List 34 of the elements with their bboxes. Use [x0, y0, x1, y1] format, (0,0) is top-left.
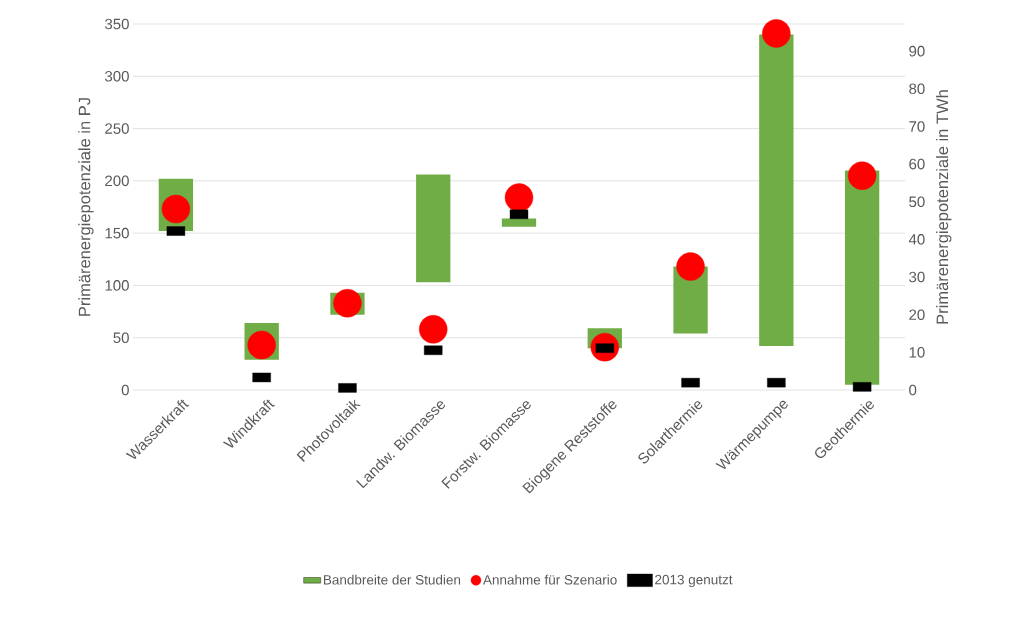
y2-tick-label: 40 [908, 234, 925, 245]
y-tick-label: 250 [105, 123, 129, 134]
point [504, 183, 534, 212]
point [762, 19, 791, 48]
y2-tick-label: 60 [909, 158, 925, 170]
y-tick-label: 100 [105, 280, 129, 291]
bar [759, 34, 794, 347]
point [419, 315, 448, 344]
bar [501, 218, 537, 227]
y2-tick-label: 30 [909, 271, 925, 283]
bar [844, 170, 880, 385]
y-tick-label: 300 [105, 70, 129, 82]
y-tick-label: 50 [113, 332, 129, 344]
point [676, 252, 705, 281]
y-tick-label: 200 [105, 175, 129, 187]
point [161, 194, 191, 224]
point [247, 330, 276, 360]
y2-axis-title: Primärenergiepotenziale in TWh [936, 90, 952, 324]
bar [416, 174, 451, 283]
y2-tick-label: 20 [909, 309, 925, 321]
y-tick-label: 150 [105, 227, 129, 239]
y2-tick-label: 90 [909, 45, 925, 57]
y2-tick-label: 10 [909, 347, 925, 358]
y2-tick-label: 0 [909, 384, 917, 396]
y2-tick-label: 80 [909, 83, 925, 95]
point [847, 161, 877, 190]
y-axis-title: Primärenergiepotenziale in PJ [78, 98, 94, 316]
legend-label: Bandbreite der Studien [323, 574, 461, 585]
y2-tick-label: 50 [909, 196, 925, 208]
y-tick-label: 350 [105, 18, 129, 30]
legend-label: Annahme für Szenario [482, 574, 617, 585]
y2-tick-label: 70 [909, 121, 925, 132]
legend-label: 2013 genutzt [655, 574, 733, 588]
y-tick-label: 0 [121, 384, 129, 396]
